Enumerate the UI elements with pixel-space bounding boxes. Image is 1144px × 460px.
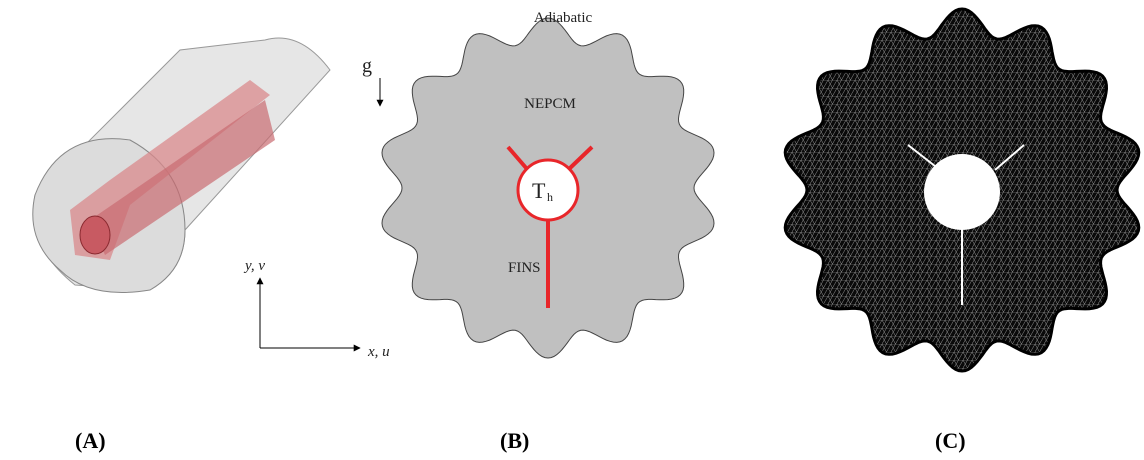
mesh-hole (924, 154, 1000, 230)
y-axis-label: y, v (243, 258, 265, 274)
heater-subscript: h (547, 190, 553, 204)
gravity-label: g (362, 55, 372, 77)
tube-end (80, 216, 110, 254)
figure: y, v x, u (A) Adiabatic g NEPCM T h FINS… (0, 0, 1144, 460)
panel-c: (C) (785, 9, 1139, 453)
domain-label: NEPCM (524, 96, 576, 112)
panel-caption: (B) (500, 428, 529, 453)
x-axis-label: x, u (367, 344, 390, 360)
boundary-label: Adiabatic (534, 10, 593, 26)
fins-label: FINS (508, 260, 541, 276)
panel-a: y, v x, u (A) (33, 38, 390, 453)
heater-label: T (532, 178, 546, 203)
panel-b: Adiabatic g NEPCM T h FINS (B) (362, 10, 714, 453)
panel-caption: (C) (935, 428, 966, 453)
panel-caption: (A) (75, 428, 106, 453)
